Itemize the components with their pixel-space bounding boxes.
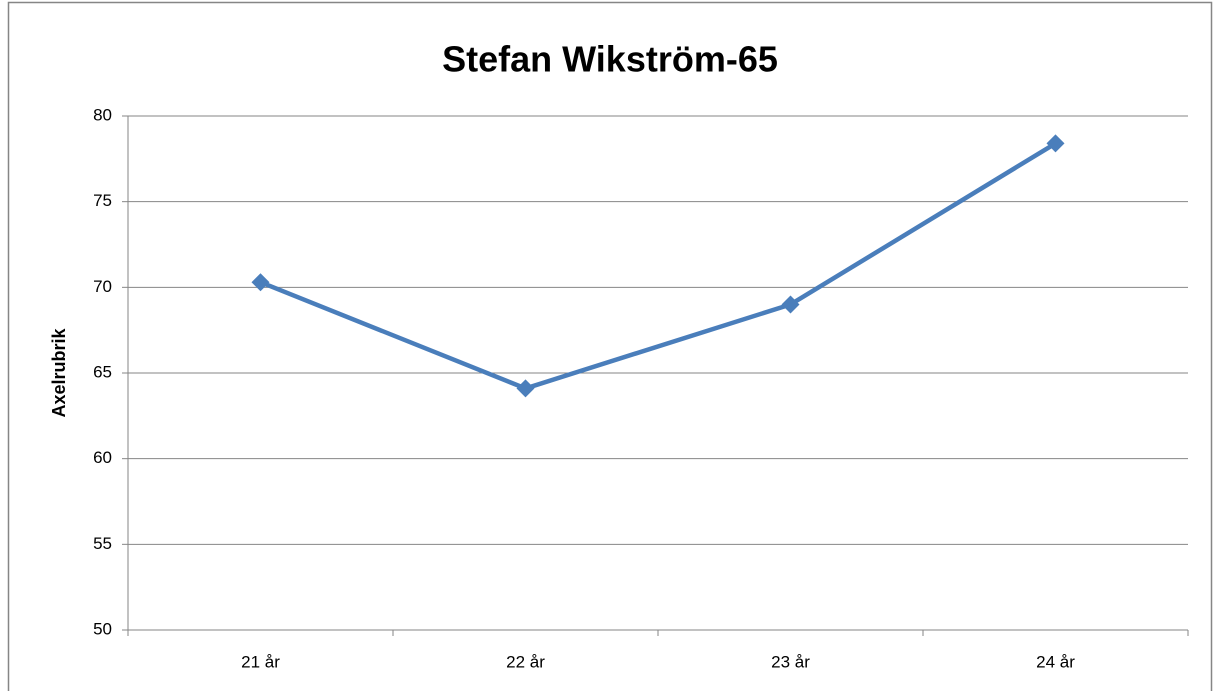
y-tick-label: 65 bbox=[93, 362, 112, 381]
x-tick-label: 22 år bbox=[506, 652, 545, 671]
y-axis-label: Axelrubrik bbox=[49, 328, 69, 418]
marker bbox=[251, 273, 270, 292]
chart-frame bbox=[7, 1, 1213, 691]
y-tick-label: 70 bbox=[93, 277, 112, 296]
x-tick-label: 23 år bbox=[771, 652, 810, 671]
marker bbox=[1046, 134, 1065, 153]
marker bbox=[781, 295, 800, 314]
x-tick-label: 21 år bbox=[241, 652, 280, 671]
y-tick-label: 50 bbox=[93, 619, 112, 638]
marker bbox=[516, 379, 535, 398]
line bbox=[259, 141, 1057, 391]
y-tick-label: 75 bbox=[93, 191, 112, 210]
chart-title: Stefan Wikström-65 bbox=[442, 39, 778, 80]
y-tick-label: 60 bbox=[93, 448, 112, 467]
y-tick-label: 80 bbox=[93, 105, 112, 124]
x-tick-label: 24 år bbox=[1036, 652, 1075, 671]
y-tick-label: 55 bbox=[93, 534, 112, 553]
